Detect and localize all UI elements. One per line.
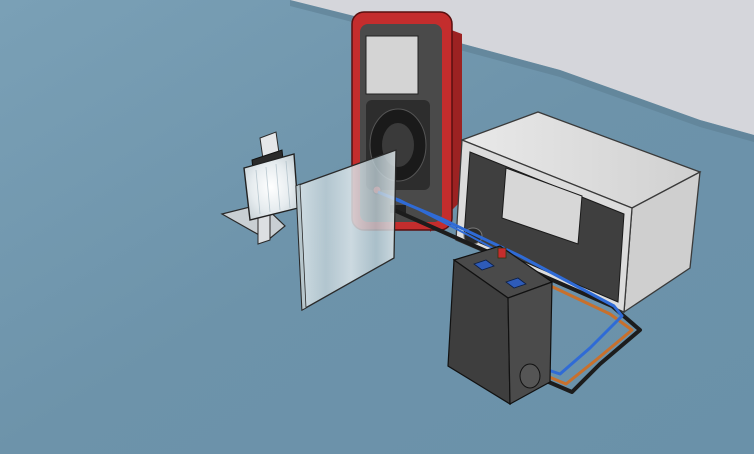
battery-terminal-2-icon — [505, 277, 527, 289]
blue-wire — [377, 190, 624, 376]
glass-edge — [295, 183, 307, 311]
battery-box — [447, 245, 554, 406]
back-wall — [290, 0, 754, 135]
power-supply-screen — [501, 167, 583, 245]
light-source — [220, 131, 299, 245]
lamp-led-grid — [255, 160, 291, 215]
battery-terminal-1-icon — [473, 259, 495, 271]
multimeter-screen — [365, 35, 419, 95]
black-wire — [393, 208, 642, 394]
red-clip — [497, 247, 507, 259]
power-supply — [455, 111, 702, 314]
battery-side — [507, 281, 553, 406]
glass-plate — [295, 149, 397, 312]
probe-port — [390, 205, 406, 213]
battery-connector-icon — [519, 363, 541, 389]
orange-wire — [499, 260, 634, 386]
